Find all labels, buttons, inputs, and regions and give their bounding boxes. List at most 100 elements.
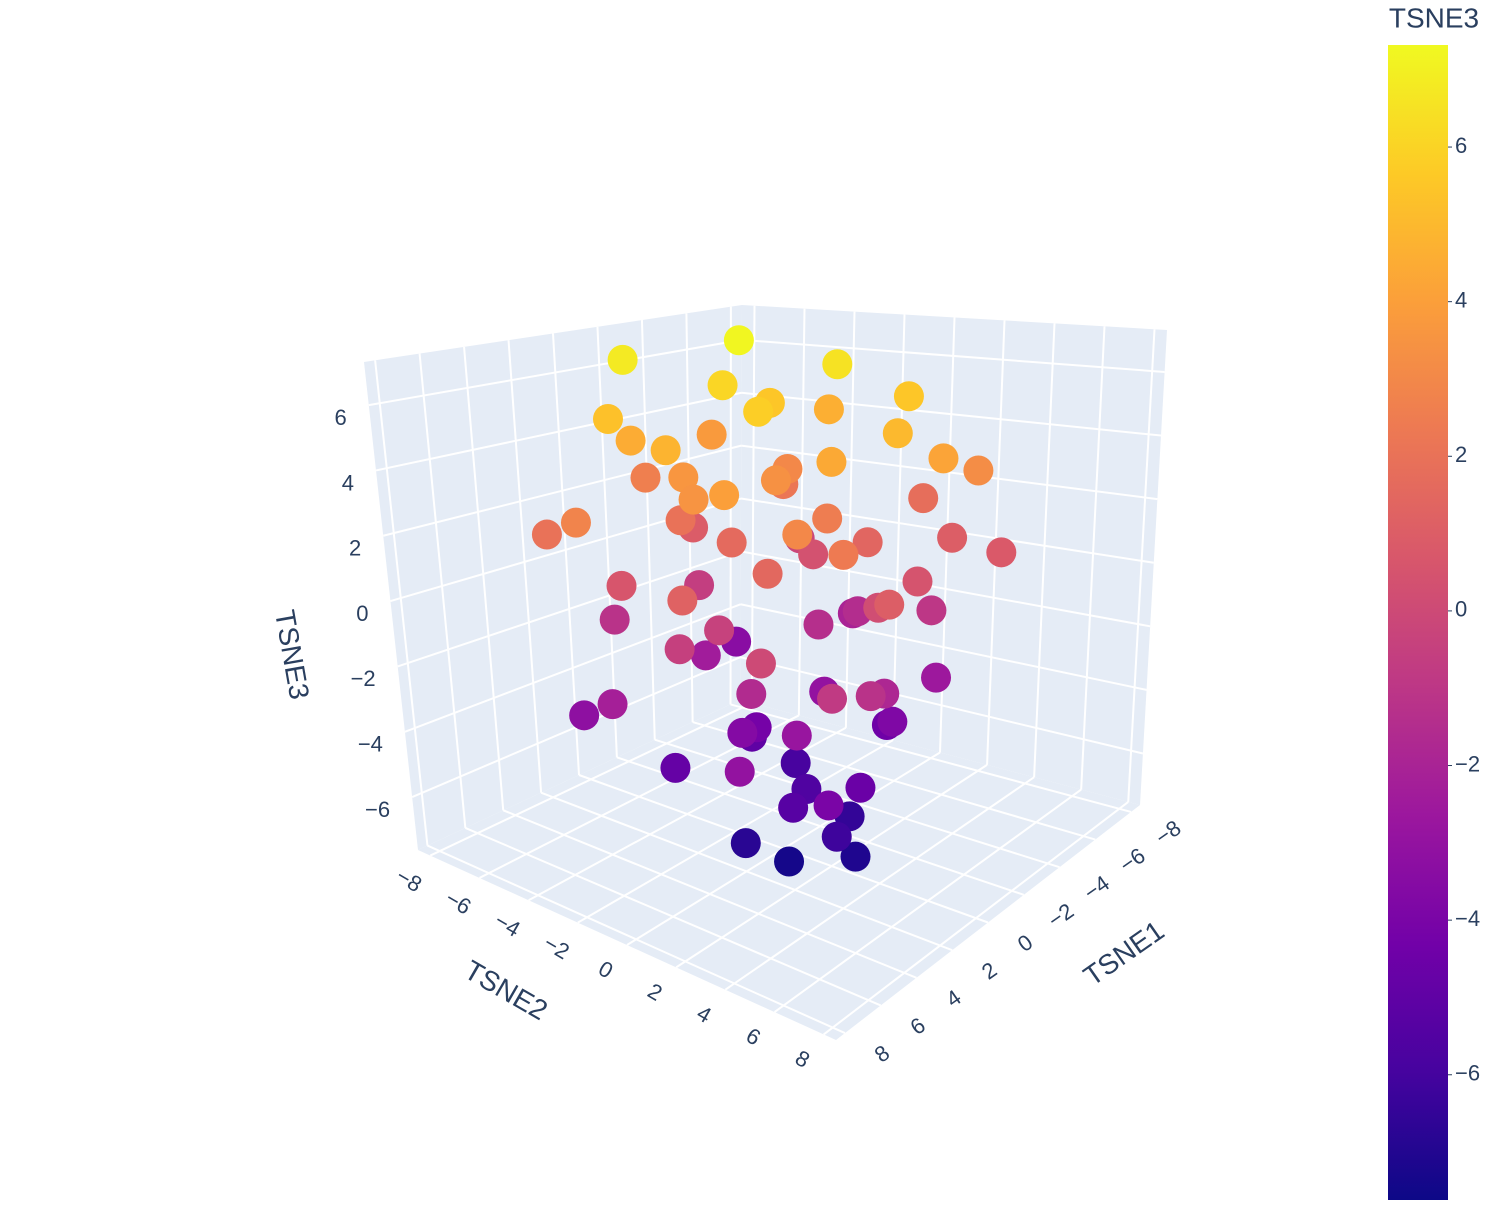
point [607, 344, 638, 375]
point [921, 662, 952, 693]
colorbar-tick-label: −4 [1455, 906, 1480, 931]
point [803, 609, 834, 640]
x-tick-label: −8 [1151, 815, 1186, 850]
point [630, 462, 661, 493]
point [597, 689, 628, 720]
y-grid-line [429, 702, 753, 857]
colorbar-tick-label: 6 [1455, 133, 1467, 158]
point [877, 706, 908, 737]
z-tick-label: −4 [358, 732, 383, 757]
point [781, 720, 812, 751]
point [780, 747, 811, 778]
z-grid-line [404, 603, 741, 733]
y-grid-line [844, 311, 856, 728]
point [963, 455, 994, 486]
point [690, 640, 721, 671]
point [928, 443, 959, 474]
point [893, 381, 924, 412]
y-grid-line [823, 801, 1129, 1036]
x-tick-label: 4 [941, 985, 965, 1013]
point [778, 792, 809, 823]
z-tick-label: 0 [356, 601, 368, 626]
point [696, 419, 727, 450]
z-tick-label: 6 [335, 405, 347, 430]
colorbar-tick-label: 2 [1455, 442, 1467, 467]
point [606, 570, 637, 601]
x-tick-label: 6 [906, 1012, 930, 1040]
z-tick-label: −2 [351, 666, 376, 691]
x-grid-line [596, 326, 618, 758]
point [852, 527, 883, 558]
point [664, 634, 695, 665]
z-grid-line [741, 444, 1158, 501]
point [724, 756, 755, 787]
x-grid-line [507, 340, 543, 793]
x-grid-line [374, 360, 429, 846]
x-axis-title: TSNE1 [1078, 915, 1170, 992]
point [650, 435, 681, 466]
y-grid-line [675, 764, 988, 969]
y-grid-line [1033, 323, 1056, 778]
colorbar-title: TSNE3 [1389, 2, 1479, 33]
colorbar-tick-label: 4 [1455, 287, 1467, 312]
point [986, 537, 1017, 568]
point [709, 480, 740, 511]
z-grid-line [368, 338, 742, 407]
point [821, 821, 852, 852]
point [813, 790, 844, 821]
z-tick-label: 2 [349, 536, 361, 561]
point [908, 483, 939, 514]
left-wall [364, 305, 742, 850]
y-grid-line [724, 776, 1035, 991]
y-tick-label: −8 [392, 863, 426, 897]
z-axis-title: TSNE3 [269, 608, 315, 702]
point [745, 648, 776, 679]
x-grid-line [552, 333, 580, 776]
point [560, 507, 591, 538]
z-tick-label: −6 [365, 797, 390, 822]
point [828, 539, 859, 570]
x-tick-label: −2 [1043, 898, 1078, 933]
point [730, 828, 761, 859]
point [812, 503, 843, 534]
point [882, 418, 913, 449]
y-grid-line [797, 308, 806, 716]
y-tick-label: 0 [594, 956, 617, 984]
point [937, 522, 968, 553]
z-grid-line [397, 550, 742, 668]
y-grid-line [1127, 329, 1156, 802]
colorbar-tick-label: −2 [1455, 751, 1480, 776]
point [760, 465, 791, 496]
point [569, 700, 600, 731]
z-grid-line [739, 656, 1144, 755]
z-grid-line [741, 391, 1162, 437]
y-tick-label: 6 [742, 1023, 765, 1051]
point [667, 585, 698, 616]
colorbar-tick-label: −6 [1455, 1061, 1480, 1086]
x-tick-label: 2 [977, 957, 1001, 985]
x-tick-label: 0 [1013, 929, 1037, 957]
y-grid-line [577, 739, 894, 924]
point [916, 595, 947, 626]
point [782, 519, 813, 550]
colorbar-tick-label: 0 [1455, 597, 1467, 622]
point [615, 425, 646, 456]
point [774, 846, 805, 877]
colorbar [1388, 45, 1448, 1200]
point [813, 394, 844, 425]
y-grid-line [750, 305, 756, 704]
x-grid-line [463, 346, 505, 811]
y-tick-label: −2 [540, 930, 574, 964]
z-grid-line [382, 444, 742, 537]
x-tick-label: −6 [1115, 843, 1150, 878]
y-axis-title: TSNE2 [459, 954, 553, 1026]
point [531, 519, 562, 550]
z-tick-label: 4 [342, 470, 354, 495]
point [668, 462, 699, 493]
point [727, 717, 758, 748]
point [678, 484, 709, 515]
x-grid-line [418, 353, 467, 829]
point [743, 396, 774, 427]
point [723, 325, 754, 356]
